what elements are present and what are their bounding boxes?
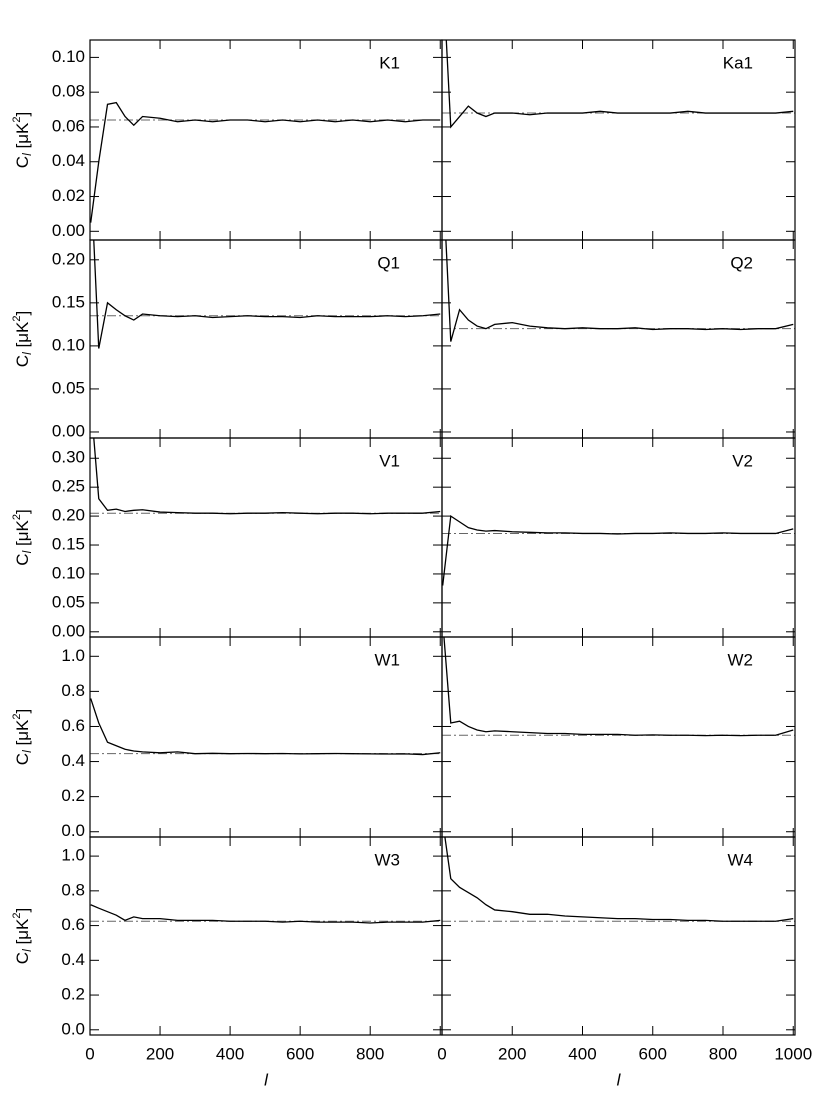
y-tick-label: 0.10 [52, 335, 85, 354]
data-line [90, 904, 441, 924]
y-axis-label-part: 2 [11, 117, 23, 123]
x-tick-label: 600 [286, 1044, 314, 1063]
x-tick-label: 800 [356, 1044, 384, 1063]
y-axis-label: Cl [μK2] [11, 709, 34, 765]
data-line [445, 40, 794, 129]
y-axis-label-part: l [20, 750, 34, 753]
y-tick-label: 0.2 [61, 985, 85, 1004]
y-axis-label: Cl [μK2] [11, 509, 34, 565]
panel-name: Q2 [730, 253, 753, 272]
y-axis-label-part: ] [13, 709, 32, 714]
panel-name: Q1 [377, 253, 400, 272]
x-tick-label: 200 [146, 1044, 174, 1063]
panel-name: W2 [728, 650, 754, 669]
y-tick-label: 0.10 [52, 47, 85, 66]
y-axis-label-part: l [20, 550, 34, 553]
y-tick-label: 1.0 [61, 846, 85, 865]
x-axis-label: l [617, 1070, 622, 1089]
y-axis-label: Cl [μK2] [11, 112, 34, 168]
y-axis-label-part: ] [13, 908, 32, 913]
data-line [442, 514, 794, 586]
y-tick-label: 0.10 [52, 563, 85, 582]
y-tick-label: 0.15 [52, 535, 85, 554]
panel-name: V1 [379, 451, 400, 470]
y-axis-label-part: l [20, 949, 34, 952]
x-tick-label: 600 [639, 1044, 667, 1063]
y-tick-label: 0.4 [61, 950, 85, 969]
y-tick-label: 0.05 [52, 592, 85, 611]
y-axis-label-part: ] [13, 509, 32, 514]
y-tick-label: 0.2 [61, 786, 85, 805]
data-line [445, 240, 794, 342]
y-axis-label-part: C [13, 553, 32, 565]
y-axis-label-part: 2 [11, 514, 23, 520]
x-tick-label: 200 [498, 1044, 526, 1063]
panel-name: Ka1 [723, 53, 753, 72]
panel-name: K1 [379, 53, 400, 72]
data-line [90, 698, 441, 756]
y-axis-label-part: 2 [11, 316, 23, 322]
y-axis-label-part: ] [13, 311, 32, 316]
y-tick-label: 0.4 [61, 751, 85, 770]
y-axis-label-part: l [20, 153, 34, 156]
panel-name: W3 [375, 850, 401, 869]
y-axis-label-part: C [13, 952, 32, 964]
y-tick-label: 0.02 [52, 186, 85, 205]
y-axis-label-part: l [20, 352, 34, 355]
y-tick-label: 0.08 [52, 82, 85, 101]
y-axis-label-part: [μK [13, 122, 32, 153]
panel-name: W1 [375, 650, 401, 669]
y-tick-label: 0.25 [52, 477, 85, 496]
y-tick-label: 0.0 [61, 821, 85, 840]
y-axis-label-part: [μK [13, 520, 32, 551]
x-tick-label: 1000 [774, 1044, 812, 1063]
y-tick-label: 0.00 [52, 621, 85, 640]
x-tick-label: 800 [709, 1044, 737, 1063]
y-tick-label: 0.00 [52, 421, 85, 440]
y-axis-label-part: [μK [13, 918, 32, 949]
y-tick-label: 0.20 [52, 506, 85, 525]
panel-name: W4 [728, 850, 754, 869]
y-axis-label-part: [μK [13, 719, 32, 750]
x-tick-label: 0 [437, 1044, 446, 1063]
y-tick-label: 1.0 [61, 646, 85, 665]
panel-frame [441, 836, 796, 1036]
y-tick-label: 0.6 [61, 915, 85, 934]
y-tick-label: 0.04 [52, 151, 85, 170]
data-line [444, 837, 794, 922]
y-tick-label: 0.00 [52, 221, 85, 240]
y-tick-label: 0.30 [52, 448, 85, 467]
x-tick-label: 400 [568, 1044, 596, 1063]
panel-name: V2 [732, 451, 753, 470]
data-line [90, 101, 441, 223]
y-tick-label: 0.8 [61, 880, 85, 899]
y-tick-label: 0.8 [61, 681, 85, 700]
y-tick-label: 0.15 [52, 292, 85, 311]
x-tick-label: 0 [85, 1044, 94, 1063]
y-axis-label: Cl [μK2] [11, 908, 34, 964]
y-axis-label-part: C [13, 156, 32, 168]
y-tick-label: 0.0 [61, 1019, 85, 1038]
y-axis-label-part: C [13, 355, 32, 367]
x-axis-label: l [264, 1070, 269, 1089]
y-axis-label-part: C [13, 753, 32, 765]
y-axis-label-part: 2 [11, 714, 23, 720]
y-axis-label: Cl [μK2] [11, 311, 34, 367]
y-axis-label-part: 2 [11, 913, 23, 919]
y-tick-label: 0.20 [52, 249, 85, 268]
y-axis-label-part: ] [13, 112, 32, 117]
y-axis-label-part: [μK [13, 321, 32, 352]
y-tick-label: 0.05 [52, 378, 85, 397]
data-line [443, 637, 794, 737]
y-tick-label: 0.06 [52, 116, 85, 135]
x-tick-label: 400 [216, 1044, 244, 1063]
data-line [93, 240, 441, 349]
y-tick-label: 0.6 [61, 716, 85, 735]
data-line [93, 438, 441, 515]
